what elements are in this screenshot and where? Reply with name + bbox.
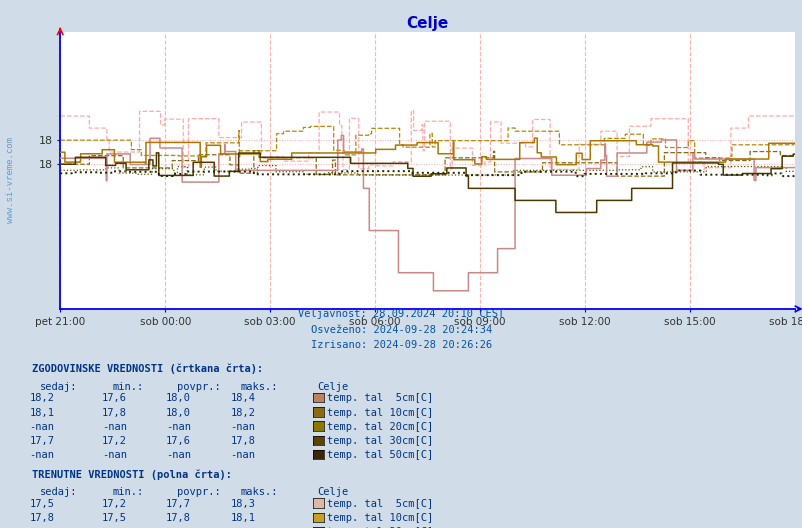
Text: 17,5: 17,5 (102, 513, 127, 523)
Text: -nan: -nan (30, 450, 55, 460)
Text: -nan: -nan (166, 422, 191, 432)
Text: 17,7: 17,7 (166, 499, 191, 509)
Text: 17,7: 17,7 (30, 436, 55, 446)
Text: Osveženo: 2024-09-28 20:24:34: Osveženo: 2024-09-28 20:24:34 (310, 325, 492, 335)
Text: maks.:: maks.: (241, 487, 278, 497)
Text: 18,3: 18,3 (230, 499, 255, 509)
Text: 18,1: 18,1 (230, 513, 255, 523)
Text: Izrisano: 2024-09-28 20:26:26: Izrisano: 2024-09-28 20:26:26 (310, 341, 492, 351)
Text: 17,2: 17,2 (102, 436, 127, 446)
Title: Celje: Celje (406, 15, 448, 31)
Text: temp. tal 20cm[C]: temp. tal 20cm[C] (326, 527, 432, 528)
Text: Celje: Celje (317, 487, 348, 497)
Text: temp. tal 10cm[C]: temp. tal 10cm[C] (326, 408, 432, 418)
Text: 17,5: 17,5 (30, 499, 55, 509)
Text: ZGODOVINSKE VREDNOSTI (črtkana črta):: ZGODOVINSKE VREDNOSTI (črtkana črta): (32, 364, 263, 374)
Text: 17,8: 17,8 (230, 436, 255, 446)
Text: -nan: -nan (102, 527, 127, 528)
Text: -nan: -nan (166, 527, 191, 528)
Text: 17,8: 17,8 (166, 513, 191, 523)
Text: temp. tal 50cm[C]: temp. tal 50cm[C] (326, 450, 432, 460)
Text: min.:: min.: (112, 487, 144, 497)
Text: 17,8: 17,8 (102, 408, 127, 418)
Text: -nan: -nan (230, 527, 255, 528)
Text: sedaj:: sedaj: (40, 382, 78, 392)
Text: Celje: Celje (317, 382, 348, 392)
Text: 18,2: 18,2 (230, 408, 255, 418)
Text: -nan: -nan (230, 422, 255, 432)
Text: 17,2: 17,2 (102, 499, 127, 509)
Text: povpr.:: povpr.: (176, 487, 220, 497)
Text: temp. tal 20cm[C]: temp. tal 20cm[C] (326, 422, 432, 432)
Text: TRENUTNE VREDNOSTI (polna črta):: TRENUTNE VREDNOSTI (polna črta): (32, 469, 232, 480)
Text: min.:: min.: (112, 382, 144, 392)
Text: 17,6: 17,6 (166, 436, 191, 446)
Text: 18,0: 18,0 (166, 393, 191, 403)
Text: sedaj:: sedaj: (40, 487, 78, 497)
Text: temp. tal  5cm[C]: temp. tal 5cm[C] (326, 393, 432, 403)
Text: -nan: -nan (102, 450, 127, 460)
Text: 18,1: 18,1 (30, 408, 55, 418)
Text: -nan: -nan (102, 422, 127, 432)
Text: -nan: -nan (230, 450, 255, 460)
Text: -nan: -nan (166, 450, 191, 460)
Text: povpr.:: povpr.: (176, 382, 220, 392)
Text: www.si-vreme.com: www.si-vreme.com (6, 137, 15, 222)
Text: 17,6: 17,6 (102, 393, 127, 403)
Text: temp. tal  5cm[C]: temp. tal 5cm[C] (326, 499, 432, 509)
Text: Veljavnost: 28.09.2024 20:10 CEST: Veljavnost: 28.09.2024 20:10 CEST (298, 309, 504, 319)
Text: -nan: -nan (30, 527, 55, 528)
Text: 18,0: 18,0 (166, 408, 191, 418)
Text: temp. tal 10cm[C]: temp. tal 10cm[C] (326, 513, 432, 523)
Text: temp. tal 30cm[C]: temp. tal 30cm[C] (326, 436, 432, 446)
Text: 18,2: 18,2 (30, 393, 55, 403)
Text: -nan: -nan (30, 422, 55, 432)
Text: 18,4: 18,4 (230, 393, 255, 403)
Text: maks.:: maks.: (241, 382, 278, 392)
Text: 17,8: 17,8 (30, 513, 55, 523)
